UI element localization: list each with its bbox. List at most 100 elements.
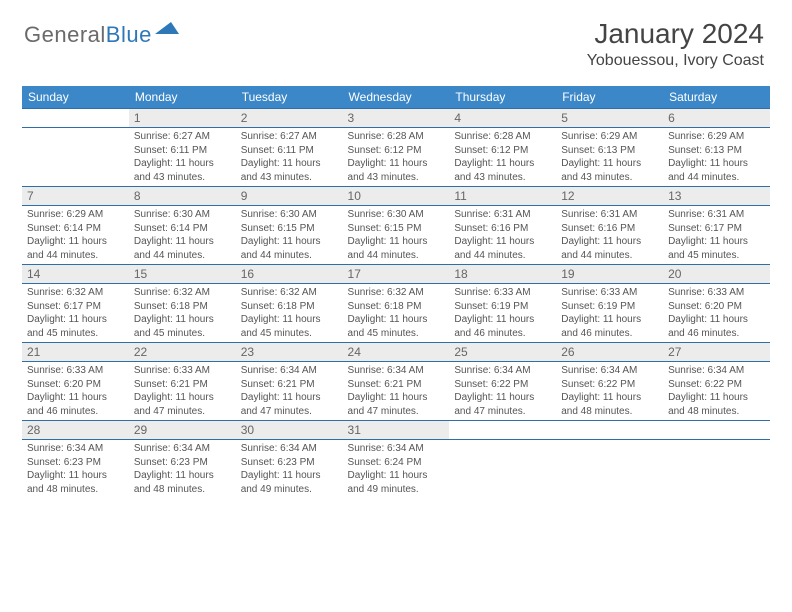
day-cell-number: 29 (129, 421, 236, 440)
sunrise-line: Sunrise: 6:28 AM (348, 130, 445, 144)
day-cell-number (449, 421, 556, 440)
daylight-line: Daylight: 11 hours and 46 minutes. (668, 313, 765, 340)
daylight-line: Daylight: 11 hours and 44 minutes. (561, 235, 658, 262)
weekday-header: Monday (129, 86, 236, 109)
title-block: January 2024 Yobouessou, Ivory Coast (587, 18, 764, 70)
sunset-line: Sunset: 6:14 PM (27, 222, 124, 236)
day-cell-number: 4 (449, 109, 556, 128)
weekday-header: Thursday (449, 86, 556, 109)
day-number: 28 (22, 421, 129, 439)
day-details: Sunrise: 6:34 AMSunset: 6:21 PMDaylight:… (343, 362, 450, 420)
day-cell-number: 24 (343, 343, 450, 362)
weekday-header: Wednesday (343, 86, 450, 109)
day-details: Sunrise: 6:34 AMSunset: 6:22 PMDaylight:… (449, 362, 556, 420)
weekday-header: Sunday (22, 86, 129, 109)
day-data-row: Sunrise: 6:29 AMSunset: 6:14 PMDaylight:… (22, 206, 770, 265)
sunrise-line: Sunrise: 6:32 AM (134, 286, 231, 300)
sunset-line: Sunset: 6:20 PM (668, 300, 765, 314)
weekday-header: Saturday (663, 86, 770, 109)
day-details: Sunrise: 6:30 AMSunset: 6:14 PMDaylight:… (129, 206, 236, 264)
day-cell-number: 30 (236, 421, 343, 440)
daylight-line: Daylight: 11 hours and 43 minutes. (348, 157, 445, 184)
day-details: Sunrise: 6:28 AMSunset: 6:12 PMDaylight:… (449, 128, 556, 186)
sunset-line: Sunset: 6:22 PM (454, 378, 551, 392)
day-cell-number: 12 (556, 187, 663, 206)
day-details: Sunrise: 6:29 AMSunset: 6:13 PMDaylight:… (556, 128, 663, 186)
day-number: 17 (343, 265, 450, 283)
sunrise-line: Sunrise: 6:33 AM (668, 286, 765, 300)
day-number: 3 (343, 109, 450, 127)
sunset-line: Sunset: 6:15 PM (241, 222, 338, 236)
calendar-table: Sunday Monday Tuesday Wednesday Thursday… (22, 86, 770, 498)
day-details (556, 440, 663, 498)
day-number-row: 28293031 (22, 421, 770, 440)
sunrise-line: Sunrise: 6:32 AM (27, 286, 124, 300)
sunrise-line: Sunrise: 6:34 AM (454, 364, 551, 378)
day-details: Sunrise: 6:32 AMSunset: 6:18 PMDaylight:… (343, 284, 450, 342)
sunrise-line: Sunrise: 6:32 AM (348, 286, 445, 300)
header: General Blue January 2024 Yobouessou, Iv… (0, 0, 792, 76)
day-cell-body: Sunrise: 6:31 AMSunset: 6:16 PMDaylight:… (449, 206, 556, 265)
day-number-row: 14151617181920 (22, 265, 770, 284)
day-cell-number: 10 (343, 187, 450, 206)
day-cell-number: 16 (236, 265, 343, 284)
sunset-line: Sunset: 6:20 PM (27, 378, 124, 392)
day-cell-body: Sunrise: 6:30 AMSunset: 6:15 PMDaylight:… (236, 206, 343, 265)
day-number: 8 (129, 187, 236, 205)
day-cell-body: Sunrise: 6:34 AMSunset: 6:24 PMDaylight:… (343, 440, 450, 499)
day-number: 25 (449, 343, 556, 361)
logo-text-general: General (24, 22, 106, 48)
day-cell-body: Sunrise: 6:29 AMSunset: 6:14 PMDaylight:… (22, 206, 129, 265)
day-cell-body: Sunrise: 6:27 AMSunset: 6:11 PMDaylight:… (129, 128, 236, 187)
day-number: 11 (449, 187, 556, 205)
day-number-row: 78910111213 (22, 187, 770, 206)
day-details: Sunrise: 6:34 AMSunset: 6:21 PMDaylight:… (236, 362, 343, 420)
day-details: Sunrise: 6:33 AMSunset: 6:19 PMDaylight:… (556, 284, 663, 342)
day-cell-number: 7 (22, 187, 129, 206)
sunset-line: Sunset: 6:22 PM (668, 378, 765, 392)
day-details: Sunrise: 6:33 AMSunset: 6:19 PMDaylight:… (449, 284, 556, 342)
day-cell-body: Sunrise: 6:32 AMSunset: 6:17 PMDaylight:… (22, 284, 129, 343)
day-cell-body: Sunrise: 6:32 AMSunset: 6:18 PMDaylight:… (236, 284, 343, 343)
day-number: 16 (236, 265, 343, 283)
day-cell-number: 19 (556, 265, 663, 284)
sunrise-line: Sunrise: 6:34 AM (27, 442, 124, 456)
day-cell-body: Sunrise: 6:30 AMSunset: 6:15 PMDaylight:… (343, 206, 450, 265)
day-cell-number (556, 421, 663, 440)
day-details (663, 440, 770, 498)
day-details: Sunrise: 6:34 AMSunset: 6:23 PMDaylight:… (22, 440, 129, 498)
day-cell-body (556, 440, 663, 499)
sunrise-line: Sunrise: 6:27 AM (241, 130, 338, 144)
sunrise-line: Sunrise: 6:27 AM (134, 130, 231, 144)
day-number: 10 (343, 187, 450, 205)
daylight-line: Daylight: 11 hours and 44 minutes. (27, 235, 124, 262)
day-data-row: Sunrise: 6:32 AMSunset: 6:17 PMDaylight:… (22, 284, 770, 343)
sunset-line: Sunset: 6:24 PM (348, 456, 445, 470)
day-details: Sunrise: 6:34 AMSunset: 6:22 PMDaylight:… (663, 362, 770, 420)
day-number: 26 (556, 343, 663, 361)
day-number: 4 (449, 109, 556, 127)
day-number: 5 (556, 109, 663, 127)
sunset-line: Sunset: 6:21 PM (134, 378, 231, 392)
day-cell-number: 14 (22, 265, 129, 284)
month-title: January 2024 (587, 18, 764, 50)
day-cell-number: 17 (343, 265, 450, 284)
sunrise-line: Sunrise: 6:32 AM (241, 286, 338, 300)
day-cell-body: Sunrise: 6:32 AMSunset: 6:18 PMDaylight:… (343, 284, 450, 343)
day-cell-number: 8 (129, 187, 236, 206)
logo: General Blue (24, 22, 179, 48)
day-cell-body: Sunrise: 6:32 AMSunset: 6:18 PMDaylight:… (129, 284, 236, 343)
day-cell-body (449, 440, 556, 499)
sunset-line: Sunset: 6:13 PM (668, 144, 765, 158)
day-number: 29 (129, 421, 236, 439)
day-cell-number: 23 (236, 343, 343, 362)
day-cell-body: Sunrise: 6:27 AMSunset: 6:11 PMDaylight:… (236, 128, 343, 187)
day-cell-number: 11 (449, 187, 556, 206)
day-details: Sunrise: 6:34 AMSunset: 6:22 PMDaylight:… (556, 362, 663, 420)
daylight-line: Daylight: 11 hours and 46 minutes. (27, 391, 124, 418)
daylight-line: Daylight: 11 hours and 44 minutes. (348, 235, 445, 262)
daylight-line: Daylight: 11 hours and 48 minutes. (27, 469, 124, 496)
sunrise-line: Sunrise: 6:31 AM (454, 208, 551, 222)
day-cell-body (663, 440, 770, 499)
day-cell-number: 26 (556, 343, 663, 362)
